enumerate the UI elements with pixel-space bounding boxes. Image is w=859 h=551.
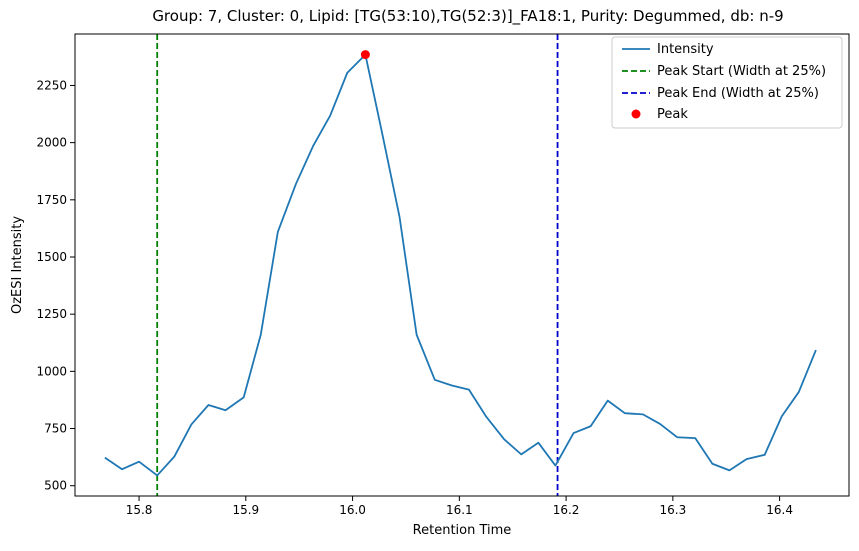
y-tick-label: 750: [44, 422, 67, 436]
legend-label-peak-start: Peak Start (Width at 25%): [657, 64, 826, 79]
x-tick-label: 16.3: [659, 503, 686, 517]
peak-marker: [361, 50, 370, 59]
legend: Intensity Peak Start (Width at 25%) Peak…: [612, 37, 842, 128]
y-tick-label: 1000: [36, 364, 67, 378]
legend-label-peak: Peak: [657, 107, 688, 122]
y-tick-label: 2250: [36, 78, 67, 92]
y-tick-label: 1250: [36, 307, 67, 321]
x-tick-label: 16.2: [553, 503, 580, 517]
chart-title: Group: 7, Cluster: 0, Lipid: [TG(53:10),…: [152, 7, 783, 26]
legend-label-peak-end: Peak End (Width at 25%): [657, 86, 819, 101]
legend-label-intensity: Intensity: [657, 42, 714, 57]
x-tick-label: 15.9: [232, 503, 259, 517]
x-axis-label: Retention Time: [413, 523, 512, 538]
x-tick-label: 16.4: [766, 503, 793, 517]
y-tick-label: 500: [44, 479, 67, 493]
legend-box: [612, 37, 842, 128]
y-tick-label: 1500: [36, 250, 67, 264]
x-tick-label: 15.8: [126, 503, 153, 517]
y-tick-label: 1750: [36, 193, 67, 207]
x-tick-label: 16.0: [339, 503, 366, 517]
y-tick-label: 2000: [36, 136, 67, 150]
legend-swatch-peak: [632, 110, 641, 119]
x-tick-label: 16.1: [446, 503, 473, 517]
y-axis-label: OzESI Intensity: [10, 216, 25, 314]
